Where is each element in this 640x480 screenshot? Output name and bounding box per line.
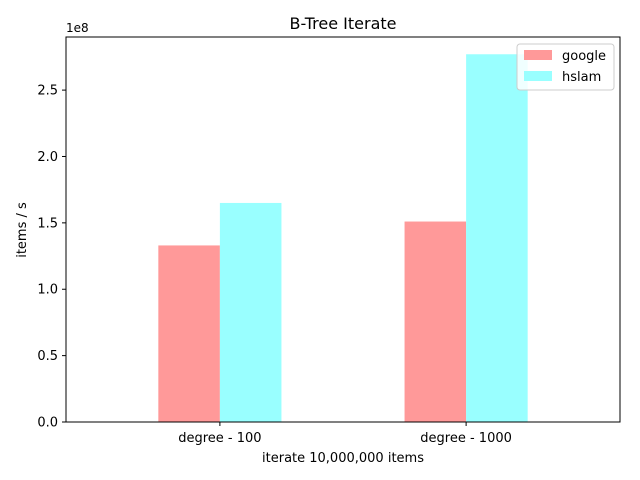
y-tick-label: 2.5 [37,84,58,99]
bars [158,54,528,423]
y-ticks: 0.0 0.5 1.0 1.5 2.0 2.5 [37,84,66,431]
legend-swatch-google [524,50,552,60]
x-tick-label: degree - 1000 [420,431,512,446]
y-tick-label: 0.0 [37,416,58,431]
legend-label-hslam: hslam [562,70,601,85]
bar-google-1 [158,245,220,422]
y-tick-label: 1.0 [37,283,58,298]
bar-hslam-1 [219,202,282,422]
y-offset-text: 1e8 [66,21,89,35]
x-tick-label: degree - 100 [178,431,261,446]
plot-frame [65,36,621,423]
bar-google-2 [404,221,467,422]
legend-swatch-hslam [524,71,552,81]
y-tick-label: 2.0 [37,150,58,165]
chart-title: B-Tree Iterate [289,14,396,33]
x-ticks: degree - 100 degree - 1000 [178,422,512,446]
legend-label-google: google [562,49,606,64]
x-axis-label: iterate 10,000,000 items [262,451,424,466]
y-tick-label: 0.5 [37,349,58,364]
y-axis-label: items / s [15,202,30,258]
bar-hslam-2 [466,54,528,423]
legend: google hslam [516,43,615,91]
y-tick-label: 1.5 [37,216,58,231]
